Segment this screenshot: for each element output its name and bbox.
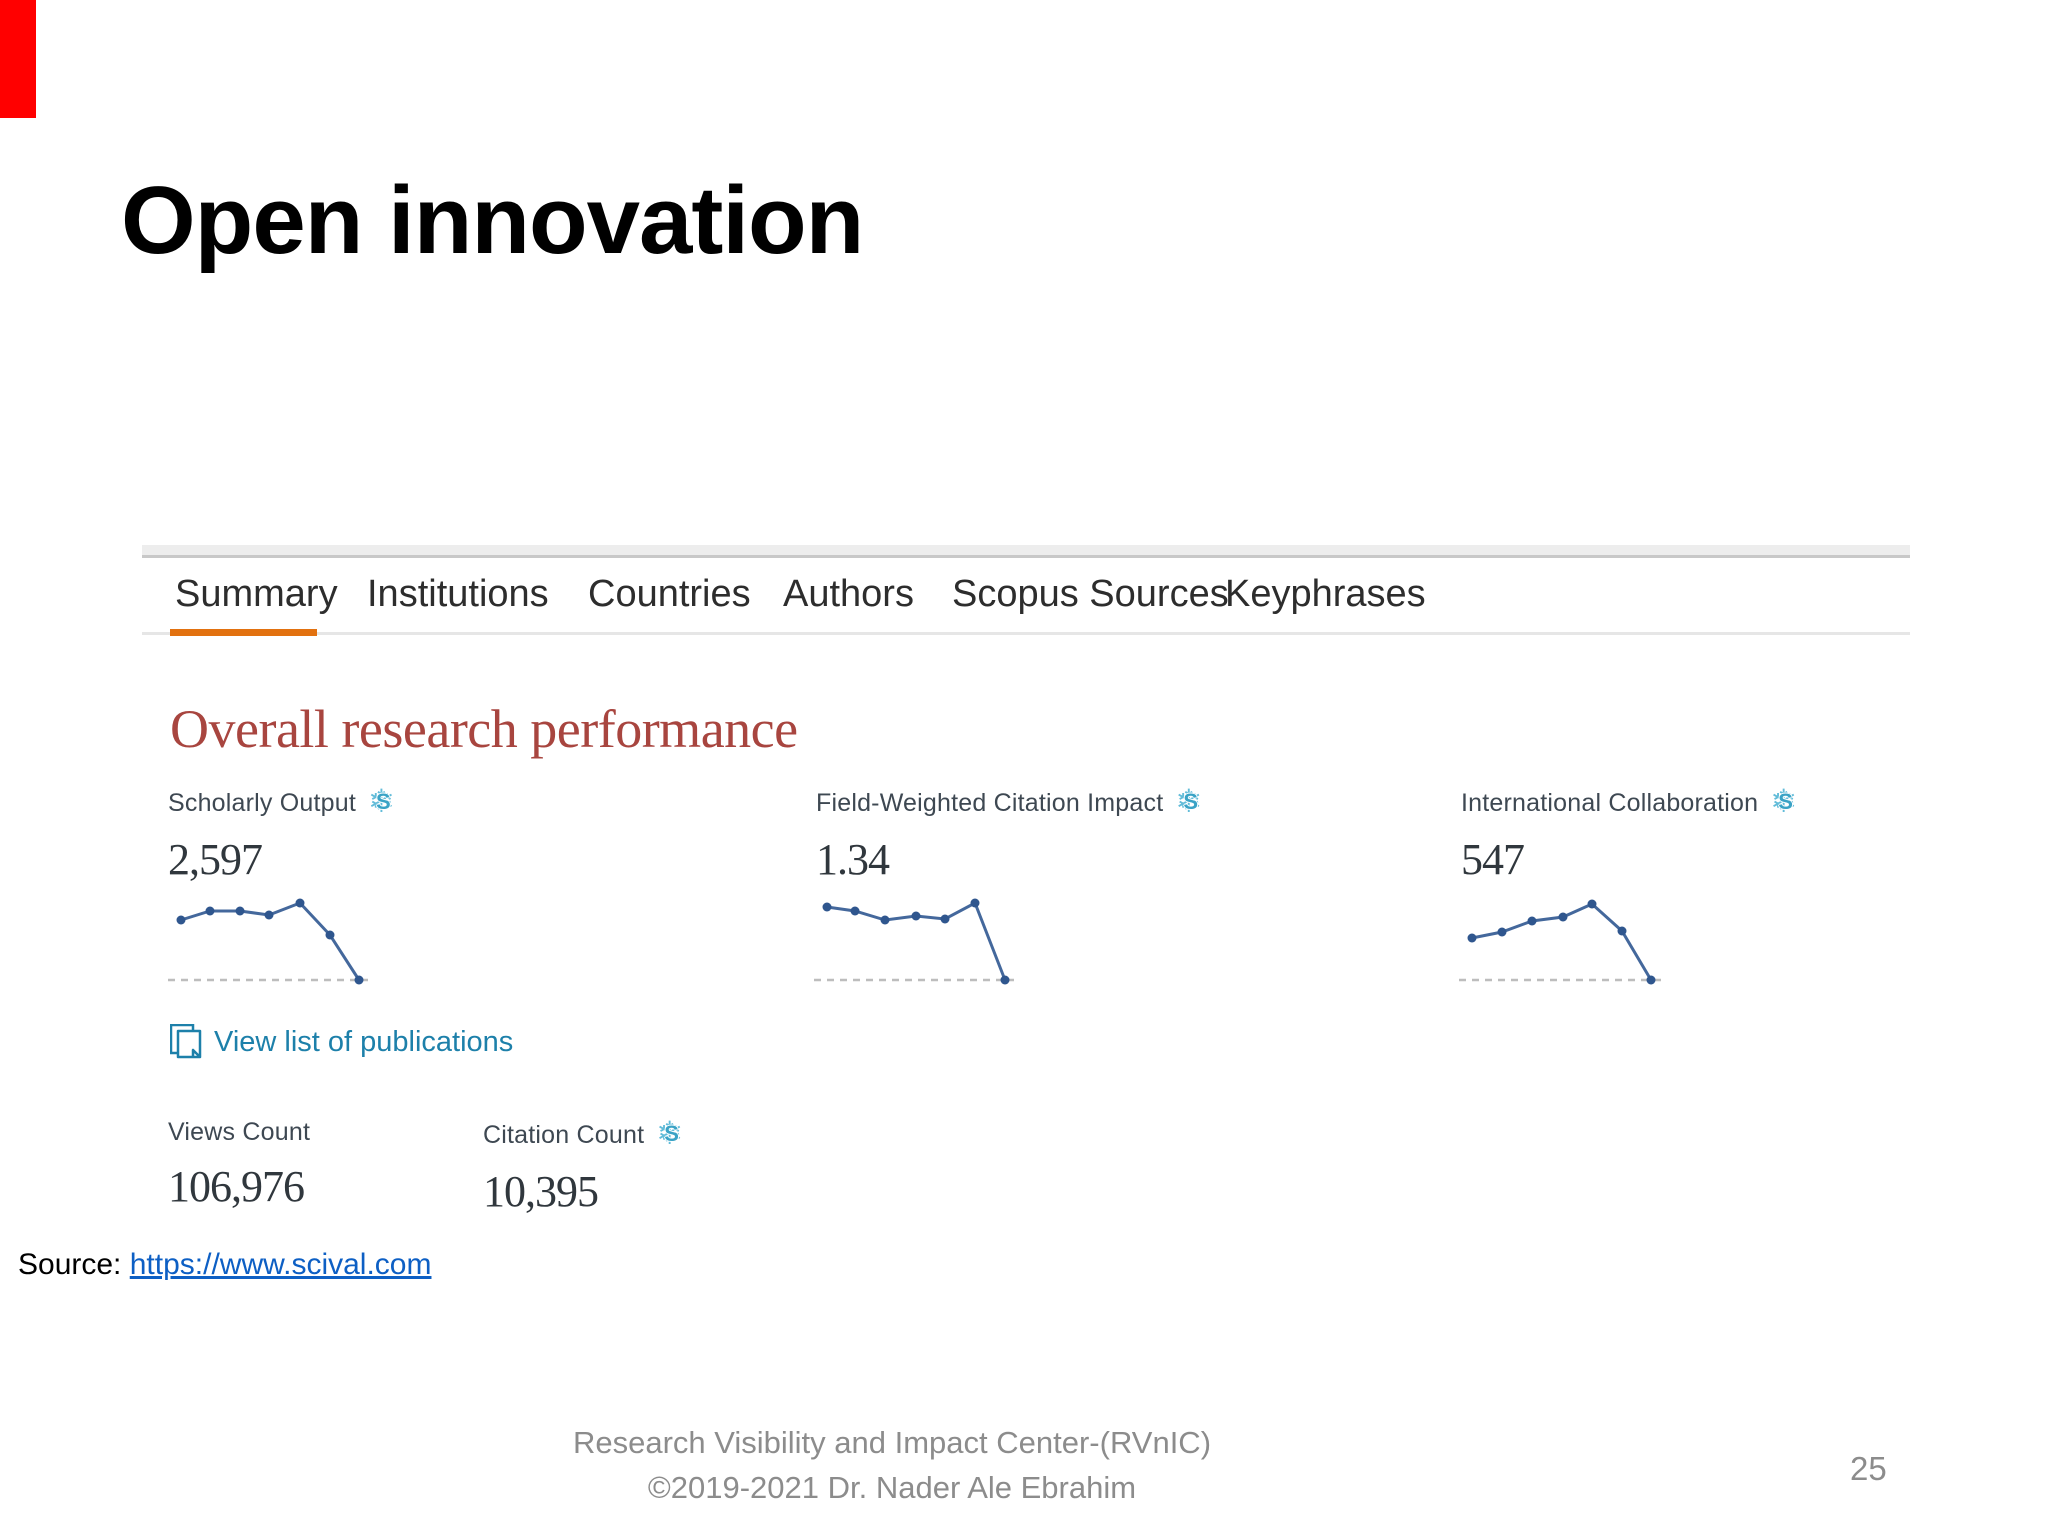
snowflake-letter: S [1778, 789, 1793, 814]
red-marker-bar [0, 0, 36, 118]
source-link[interactable]: https://www.scival.com [129, 1248, 432, 1281]
metric-value: 106,976 [168, 1162, 305, 1211]
metric-citation-count: Citation Count ❄ S 10,395 [483, 1115, 688, 1217]
source-label: Source: [18, 1248, 122, 1281]
scholarly-output-sparkline [168, 896, 378, 988]
snowflake-glyph: ❄ [1770, 783, 1798, 819]
documents-icon [170, 1024, 202, 1059]
snowflake-glyph: ❄ [656, 1115, 684, 1151]
metric-international-collaboration: International Collaboration ❄ S 547 [1461, 783, 1802, 885]
footer-line-2: ©2019-2021 Dr. Nader Ale Ebrahim [647, 1470, 1137, 1505]
page-number: 25 [1850, 1450, 1887, 1487]
footer-line-1: Research Visibility and Impact Center-(R… [572, 1425, 1212, 1460]
metric-value: 547 [1461, 835, 1525, 884]
metric-scholarly-output: Scholarly Output ❄ S 2,597 [168, 783, 400, 885]
metric-value: 2,597 [168, 835, 263, 884]
page-title: Open innovation [121, 167, 864, 274]
metric-value: 10,395 [483, 1167, 599, 1216]
view-list-of-publications-link[interactable]: View list of publications [170, 1024, 513, 1060]
metric-label: Field-Weighted Citation Impact [816, 788, 1164, 817]
snowflake-letter: S [664, 1121, 679, 1146]
active-tab-underline [170, 629, 317, 636]
metric-value: 1.34 [816, 835, 890, 884]
snowflake-letter: S [376, 789, 391, 814]
snowflake-metric-icon[interactable]: ❄ S [1175, 783, 1207, 820]
snowflake-metric-icon[interactable]: ❄ S [1770, 783, 1802, 820]
snowflake-glyph: ❄ [368, 783, 395, 819]
snowflake-letter: S [1183, 789, 1199, 814]
international-collaboration-sparkline [1459, 896, 1669, 988]
view-list-label: View list of publications [214, 1025, 514, 1058]
tab-bar-divider [142, 632, 1910, 635]
tab-institutions[interactable]: Institutions [367, 573, 549, 615]
panel-top-border [142, 545, 1910, 558]
metric-label: International Collaboration [1461, 788, 1759, 817]
tab-countries[interactable]: Countries [588, 573, 751, 615]
tab-summary[interactable]: Summary [175, 573, 338, 615]
metric-label: Scholarly Output [168, 788, 357, 817]
snowflake-glyph: ❄ [1175, 783, 1203, 819]
tab-authors[interactable]: Authors [783, 573, 914, 615]
slide-footer: Research Visibility and Impact Center-(R… [573, 1420, 1211, 1510]
metric-fwci: Field-Weighted Citation Impact ❄ S 1.34 [816, 783, 1207, 885]
metric-label: Citation Count [483, 1120, 645, 1149]
tab-scopus-sources[interactable]: Scopus Sources [952, 573, 1229, 615]
snowflake-metric-icon[interactable]: ❄ S [656, 1115, 688, 1152]
tab-keyphrases[interactable]: Keyphrases [1225, 573, 1426, 615]
metric-views-count: Views Count 106,976 [168, 1118, 310, 1212]
snowflake-metric-icon[interactable]: ❄ S [368, 783, 400, 820]
fwci-sparkline [814, 896, 1024, 988]
source-line: Source: https://www.scival.com [18, 1248, 431, 1282]
section-heading: Overall research performance [170, 699, 798, 759]
metric-label: Views Count [168, 1118, 311, 1146]
